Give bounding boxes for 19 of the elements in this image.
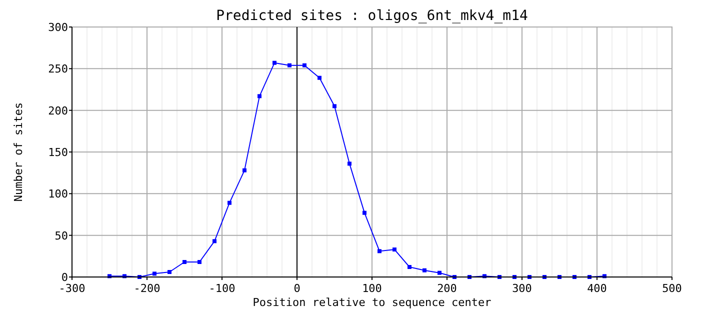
x-axis-title: Position relative to sequence center	[252, 296, 492, 309]
y-tick-label: 300	[48, 21, 68, 34]
y-tick-label: 50	[54, 229, 68, 242]
x-tick-label: 400	[587, 282, 607, 295]
x-tick-label: -100	[208, 282, 236, 295]
chart-title: Predicted sites : oligos_6nt_mkv4_m14	[216, 8, 528, 24]
x-tick-label: 0	[294, 282, 300, 295]
y-tick-label: 150	[48, 146, 68, 159]
x-tick-label: 100	[362, 282, 382, 295]
y-tick-label: 200	[48, 104, 68, 118]
x-tick-label: 200	[437, 282, 457, 295]
x-tick-label: 300	[512, 282, 532, 295]
y-tick-label: 0	[61, 271, 68, 284]
y-axis-title: Number of sites	[12, 102, 25, 202]
x-tick-label: -200	[134, 282, 160, 295]
x-tick-label: -300	[58, 282, 86, 295]
y-tick-label: 250	[48, 62, 68, 76]
x-tick-label: 500	[662, 282, 682, 295]
y-tick-label: 100	[48, 188, 68, 201]
